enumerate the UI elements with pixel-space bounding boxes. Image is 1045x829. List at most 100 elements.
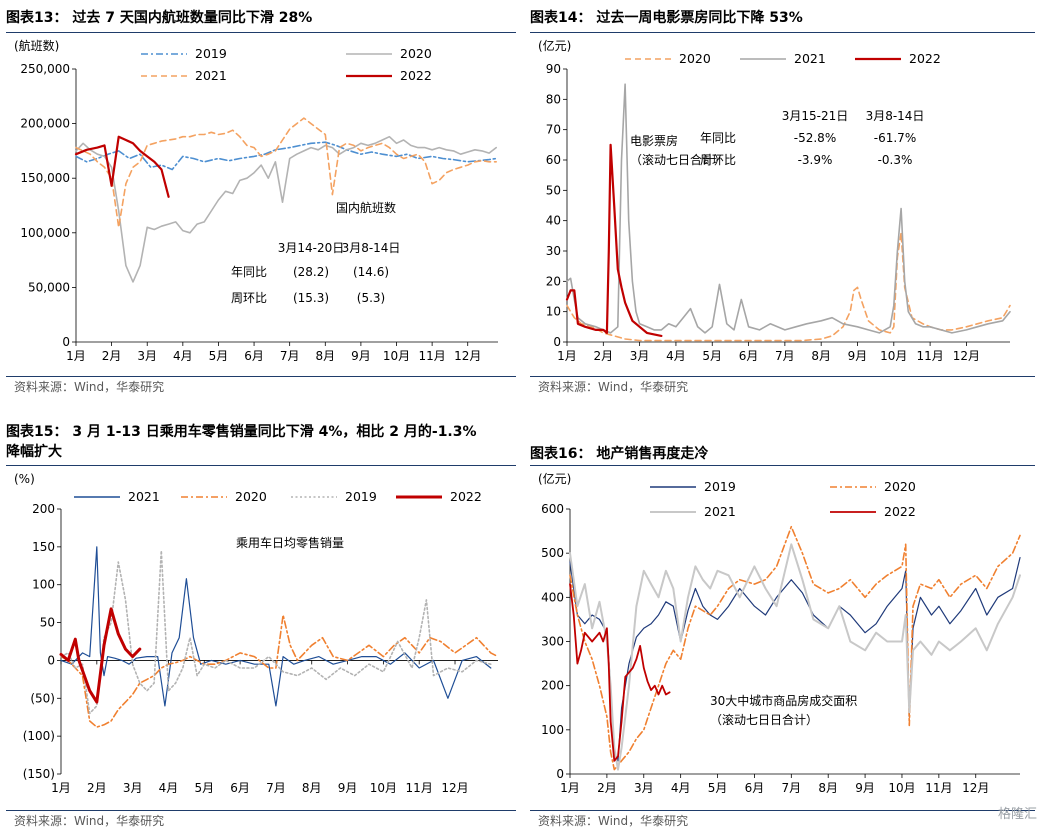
y-tick-label: 50 xyxy=(40,616,55,630)
series-line-2022 xyxy=(565,143,663,337)
table-cell: (28.2) xyxy=(293,265,329,279)
table-header: 3月15-21日 xyxy=(782,109,849,123)
title-divider xyxy=(530,32,1035,33)
unit-label: (%) xyxy=(14,472,35,486)
x-tick-label: 10月 xyxy=(383,349,410,363)
legend-label-2020: 2020 xyxy=(884,479,916,494)
y-tick-label: (100) xyxy=(23,729,55,743)
legend-label-2021: 2021 xyxy=(128,489,160,504)
x-tick-label: 8月 xyxy=(302,781,322,795)
x-tick-label: 11月 xyxy=(925,781,952,795)
legend-label-2019: 2019 xyxy=(345,489,377,504)
table-cell: -61.7% xyxy=(874,131,916,145)
y-tick-label: 200,000 xyxy=(20,117,70,131)
x-tick-label: 10月 xyxy=(370,781,397,795)
x-tick-label: 12月 xyxy=(953,349,980,363)
title-divider xyxy=(6,32,516,33)
panel-title: 图表15： 3 月 1-13 日乘用车零售销量同比下滑 4%，相比 2 月的-1… xyxy=(6,424,477,440)
legend-label-2019: 2019 xyxy=(195,46,227,61)
x-tick-label: 1月 xyxy=(51,781,71,795)
x-tick-label: 7月 xyxy=(280,349,300,363)
y-tick-label: 40 xyxy=(546,214,561,228)
y-tick-label: 0 xyxy=(556,767,564,781)
x-tick-label: 6月 xyxy=(739,349,759,363)
panel-title-line2: 降幅扩大 xyxy=(6,444,62,460)
table-row-label: 周环比 xyxy=(231,291,267,305)
series-line-2020 xyxy=(75,135,498,283)
y-tick-label: 0 xyxy=(47,653,55,667)
legend-label-2021: 2021 xyxy=(195,68,227,83)
panel-14: 图表14： 过去一周电影票房同比下降 53% (亿元) 0 10 20 30 40 50 60… xyxy=(530,4,1045,394)
annotation-title: 电影票房 xyxy=(630,133,678,148)
legend-label-2019: 2019 xyxy=(704,479,736,494)
y-tick-label: 20 xyxy=(546,274,561,288)
y-tick-label: 150 xyxy=(32,540,55,554)
panel-title: 图表16： 地产销售再度走冷 xyxy=(530,446,709,462)
table-cell: (14.6) xyxy=(353,265,389,279)
series-line-2019 xyxy=(569,556,1021,762)
legend-label-2022: 2022 xyxy=(400,68,432,83)
panel-16: 图表16： 地产销售再度走冷 (亿元) 0 100 200 300 400 500 600 1月… xyxy=(530,420,1045,828)
x-tick-label: 11月 xyxy=(418,349,445,363)
unit-label: (亿元) xyxy=(538,38,571,53)
y-tick-label: 150,000 xyxy=(20,171,70,185)
x-tick-label: 10月 xyxy=(880,349,907,363)
x-tick-label: 5月 xyxy=(702,349,722,363)
legend-label-2022: 2022 xyxy=(884,504,916,519)
panel-title: 图表14： 过去一周电影票房同比下降 53% xyxy=(530,10,803,26)
x-tick-label: 4月 xyxy=(666,349,686,363)
unit-label: (航班数) xyxy=(14,38,59,53)
x-tick-label: 11月 xyxy=(406,781,433,795)
series-line-2022 xyxy=(74,135,170,198)
source-divider xyxy=(530,376,1035,377)
x-tick-label: 2月 xyxy=(593,349,613,363)
series-line-2022 xyxy=(59,607,142,704)
x-tick-label: 2月 xyxy=(102,349,122,363)
table-cell: -52.8% xyxy=(794,131,836,145)
series-line-2019 xyxy=(75,141,498,171)
x-tick-label: 10月 xyxy=(888,781,915,795)
x-tick-label: 3月 xyxy=(137,349,157,363)
table-header: 3月8-14日 xyxy=(866,109,925,123)
legend-label-2020: 2020 xyxy=(679,51,711,66)
panel-title: 图表13： 过去 7 天国内航班数量同比下滑 28% xyxy=(6,10,313,26)
x-tick-label: 5月 xyxy=(209,349,229,363)
x-tick-label: 9月 xyxy=(855,781,875,795)
x-tick-label: 7月 xyxy=(781,781,801,795)
source-note: 资料来源：Wind，华泰研究 xyxy=(538,380,689,394)
y-tick-label: 100 xyxy=(32,578,55,592)
legend-label-2021: 2021 xyxy=(794,51,826,66)
y-tick-label: 0 xyxy=(62,335,70,349)
title-divider xyxy=(530,465,1035,466)
x-tick-label: 8月 xyxy=(818,781,838,795)
annotation-title: 30大中城市商品房成交面积 xyxy=(710,693,857,708)
car-sales-chart: (%) (150) (100) (50) 0 50 100 150 200 1月 2月 3月 4月 5月 6… xyxy=(14,472,499,795)
watermark-logo: 格隆汇 xyxy=(997,807,1037,822)
annotation-subtitle: （滚动七日合计） xyxy=(630,152,726,167)
x-tick-label: 7月 xyxy=(775,349,795,363)
y-tick-label: 100,000 xyxy=(20,226,70,240)
series-line-2020 xyxy=(60,614,499,728)
y-tick-label: 80 xyxy=(546,92,561,106)
x-tick-label: 12月 xyxy=(441,781,468,795)
source-divider xyxy=(530,810,1035,811)
y-tick-label: 50 xyxy=(546,183,561,197)
annotation-subtitle: （滚动七日日合计） xyxy=(710,712,818,727)
series-line-2019 xyxy=(60,549,492,715)
y-tick-label: 30 xyxy=(546,244,561,258)
table-row-label: 年同比 xyxy=(700,131,736,145)
x-tick-label: 1月 xyxy=(66,349,86,363)
annotation-title: 国内航班数 xyxy=(336,200,396,215)
y-tick-label: 300 xyxy=(541,635,564,649)
panel-13: 图表13： 过去 7 天国内航班数量同比下滑 28% (航班数) 0 50,000 1… xyxy=(6,4,521,394)
x-tick-label: 4月 xyxy=(173,349,193,363)
table-cell: (15.3) xyxy=(293,291,329,305)
y-tick-label: (50) xyxy=(30,691,55,705)
table-cell: (5.3) xyxy=(357,291,385,305)
x-tick-label: 4月 xyxy=(159,781,179,795)
series-line-2021 xyxy=(566,83,1011,334)
x-tick-label: 9月 xyxy=(338,781,358,795)
source-divider xyxy=(6,810,516,811)
y-tick-label: 400 xyxy=(541,590,564,604)
series-line-2021 xyxy=(569,543,1021,771)
